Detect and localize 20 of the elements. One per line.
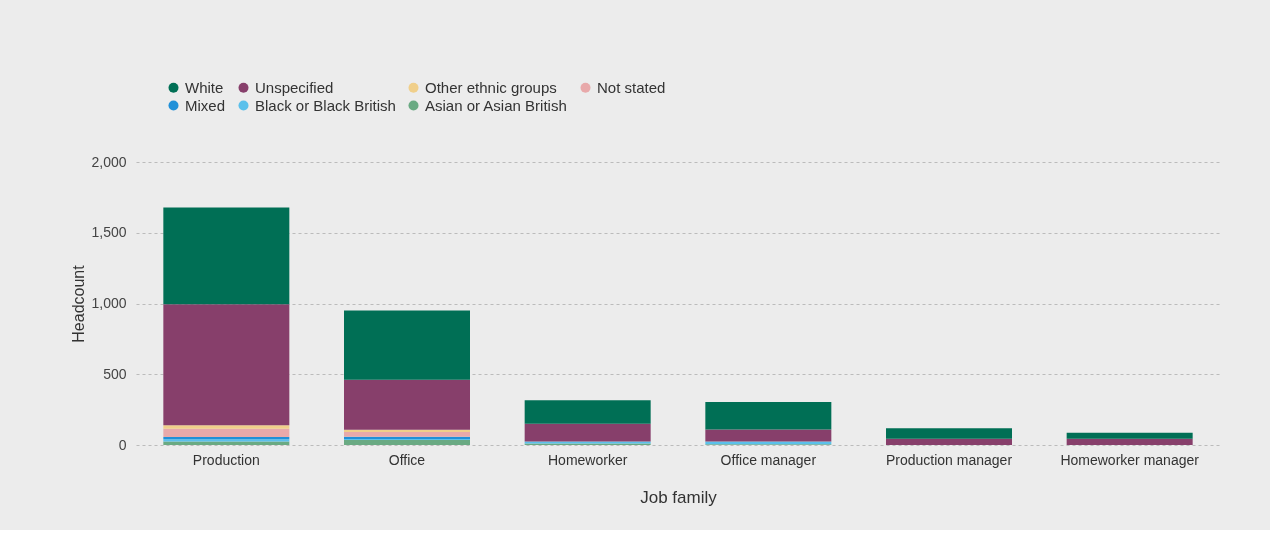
legend-label: Other ethnic groups <box>425 78 557 96</box>
x-tick-label: Production manager <box>885 451 1013 468</box>
y-tick-label: 1,500 <box>91 224 127 241</box>
x-tick-label: Homeworker <box>547 451 628 468</box>
x-axis-title: Job family <box>640 487 718 507</box>
legend-label: Not stated <box>597 78 666 96</box>
x-tick-label: Office manager <box>720 451 817 468</box>
legend-label: Mixed <box>185 96 226 114</box>
y-axis-title: Headcount <box>70 264 88 343</box>
y-tick-label: 500 <box>103 365 127 382</box>
legend-label: Asian or Asian British <box>425 96 567 114</box>
x-tick-label: Office <box>388 451 426 468</box>
legend-label: White <box>185 78 224 96</box>
y-tick-label: 0 <box>118 436 127 453</box>
x-tick-label: Production <box>192 451 260 468</box>
x-tick-label: Homeworker manager <box>1060 451 1200 468</box>
y-tick-label: 1,000 <box>91 295 127 311</box>
y-tick-label: 2,000 <box>91 153 127 170</box>
legend-label: Black or Black British <box>255 96 396 114</box>
legend-label: Unspecified <box>255 78 334 96</box>
